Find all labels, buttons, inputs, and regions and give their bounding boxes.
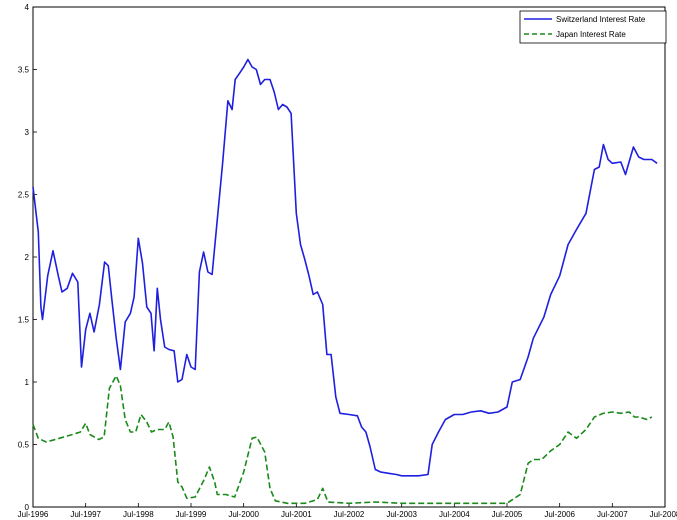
x-tick-label: Jul-2003 [386, 510, 417, 519]
y-tick-label: 1 [25, 378, 30, 387]
series-layer [32, 58, 658, 505]
series-line-japan [32, 374, 653, 505]
series-line-switzerland [32, 58, 658, 477]
plot-area [32, 6, 666, 508]
x-tick-label: Jul-1998 [123, 510, 154, 519]
y-tick-label: 3.5 [18, 66, 30, 75]
x-tick-label: Jul-1996 [18, 510, 49, 519]
x-tick-label: Jul-2005 [492, 510, 523, 519]
y-tick-label: 1.5 [18, 316, 30, 325]
y-tick-label: 2.5 [18, 191, 30, 200]
x-tick-label: Jul-2006 [544, 510, 575, 519]
legend-label-switzerland: Switzerland Interest Rate [556, 15, 646, 24]
x-tick-label: Jul-1997 [70, 510, 101, 519]
x-tick-label: Jul-2000 [228, 510, 259, 519]
legend-label-japan: Japan Interest Rate [556, 30, 626, 39]
x-tick-label: Jul-2007 [597, 510, 628, 519]
y-tick-label: 0 [25, 503, 30, 512]
x-tick-label: Jul-2002 [334, 510, 365, 519]
x-tick-label: Jul-2001 [281, 510, 312, 519]
y-tick-label: 4 [25, 3, 30, 12]
y-tick-label: 3 [25, 128, 30, 137]
legend: Switzerland Interest Rate Japan Interest… [519, 10, 667, 44]
x-axis: Jul-1996 Jul-1997 Jul-1998 Jul-1999 Jul-2000… [18, 503, 677, 519]
y-tick-label: 0.5 [18, 441, 30, 450]
legend-box [519, 10, 667, 44]
y-axis: 0 0.5 1 1.5 2 2.5 3 3.5 4 [18, 3, 37, 512]
x-tick-label: Jul-1999 [176, 510, 207, 519]
x-tick-label: Jul-2008 [650, 510, 677, 519]
x-tick-label: Jul-2004 [439, 510, 470, 519]
y-tick-label: 2 [25, 253, 30, 262]
